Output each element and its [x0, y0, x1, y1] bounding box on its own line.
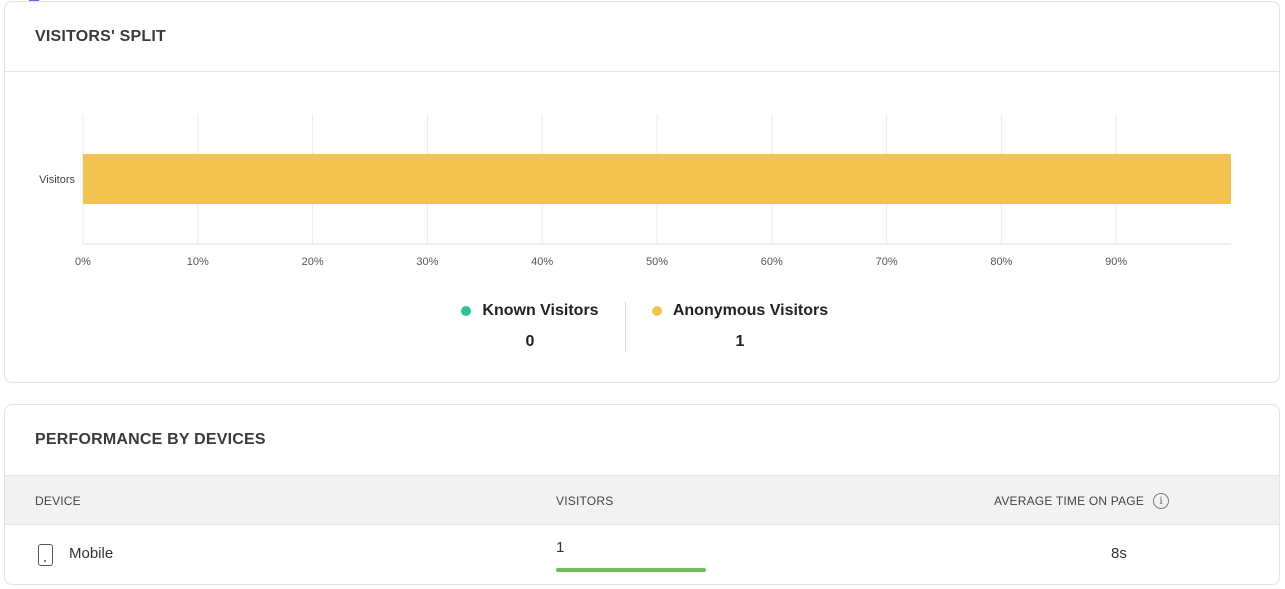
performance-header: PERFORMANCE BY DEVICES [5, 405, 1279, 475]
x-tick-label: 70% [876, 256, 898, 268]
visitors-legend: Known Visitors 0 Anonymous Visitors 1 [5, 300, 1281, 354]
x-tick-label: 10% [187, 256, 209, 268]
visitors-split-card: VISITORS' SPLIT 0% 10% 20% 30% 40% 50% 60% 70% 8… [4, 1, 1280, 383]
mobile-phone-icon [38, 544, 53, 566]
y-category-label: Visitors [39, 174, 75, 186]
x-tick-label: 80% [990, 256, 1012, 268]
performance-by-devices-card: PERFORMANCE BY DEVICES DEVICE VISITORS A… [4, 404, 1280, 585]
performance-title: PERFORMANCE BY DEVICES [35, 431, 266, 448]
visitors-progress-bar [556, 568, 706, 572]
legend-anonymous-visitors[interactable]: Anonymous Visitors 1 [645, 300, 835, 351]
x-tick-label: 0% [75, 256, 91, 268]
anonymous-visitors-dot [651, 306, 662, 316]
x-tick-label: 30% [416, 256, 438, 268]
device-name: Mobile [69, 545, 114, 562]
legend-known-visitors[interactable]: Known Visitors 0 [445, 300, 615, 351]
visitors-split-title: VISITORS' SPLIT [35, 27, 166, 45]
x-tick-label: 50% [646, 256, 668, 268]
x-tick-label: 40% [531, 256, 553, 268]
visitors-progress-fill [556, 568, 706, 572]
anonymous-visitors-label: Anonymous Visitors [672, 302, 829, 319]
anonymous-visitors-value: 1 [735, 333, 745, 350]
known-visitors-label: Known Visitors [482, 302, 599, 319]
x-tick-label: 90% [1105, 256, 1127, 268]
visitors-split-chart-svg: 0% 10% 20% 30% 40% 50% 60% 70% 80% 90% Visitors [39, 114, 1231, 268]
column-device[interactable]: DEVICE [35, 494, 81, 508]
known-visitors-value: 0 [525, 333, 535, 350]
table-row: Mobile 1 8s [5, 525, 1279, 584]
column-visitors[interactable]: VISITORS [556, 494, 614, 508]
column-average-time-label: AVERAGE TIME ON PAGE [994, 494, 1145, 508]
visitors-count: 1 [556, 539, 565, 556]
legend-divider [625, 302, 626, 352]
devices-table-header: DEVICE VISITORS AVERAGE TIME ON PAGE i [5, 475, 1279, 526]
info-icon[interactable]: i [1153, 493, 1170, 509]
column-average-time[interactable]: AVERAGE TIME ON PAGE i [994, 476, 1170, 526]
visitors-split-header: VISITORS' SPLIT [5, 2, 1279, 72]
bar-anonymous-visitors[interactable] [83, 154, 1231, 204]
known-visitors-dot [461, 306, 472, 316]
average-time-value: 8s [1111, 545, 1127, 562]
visitors-split-chart: 0% 10% 20% 30% 40% 50% 60% 70% 80% 90% Visitors [5, 72, 1281, 282]
x-tick-label: 20% [302, 256, 324, 268]
x-tick-label: 60% [761, 256, 783, 268]
